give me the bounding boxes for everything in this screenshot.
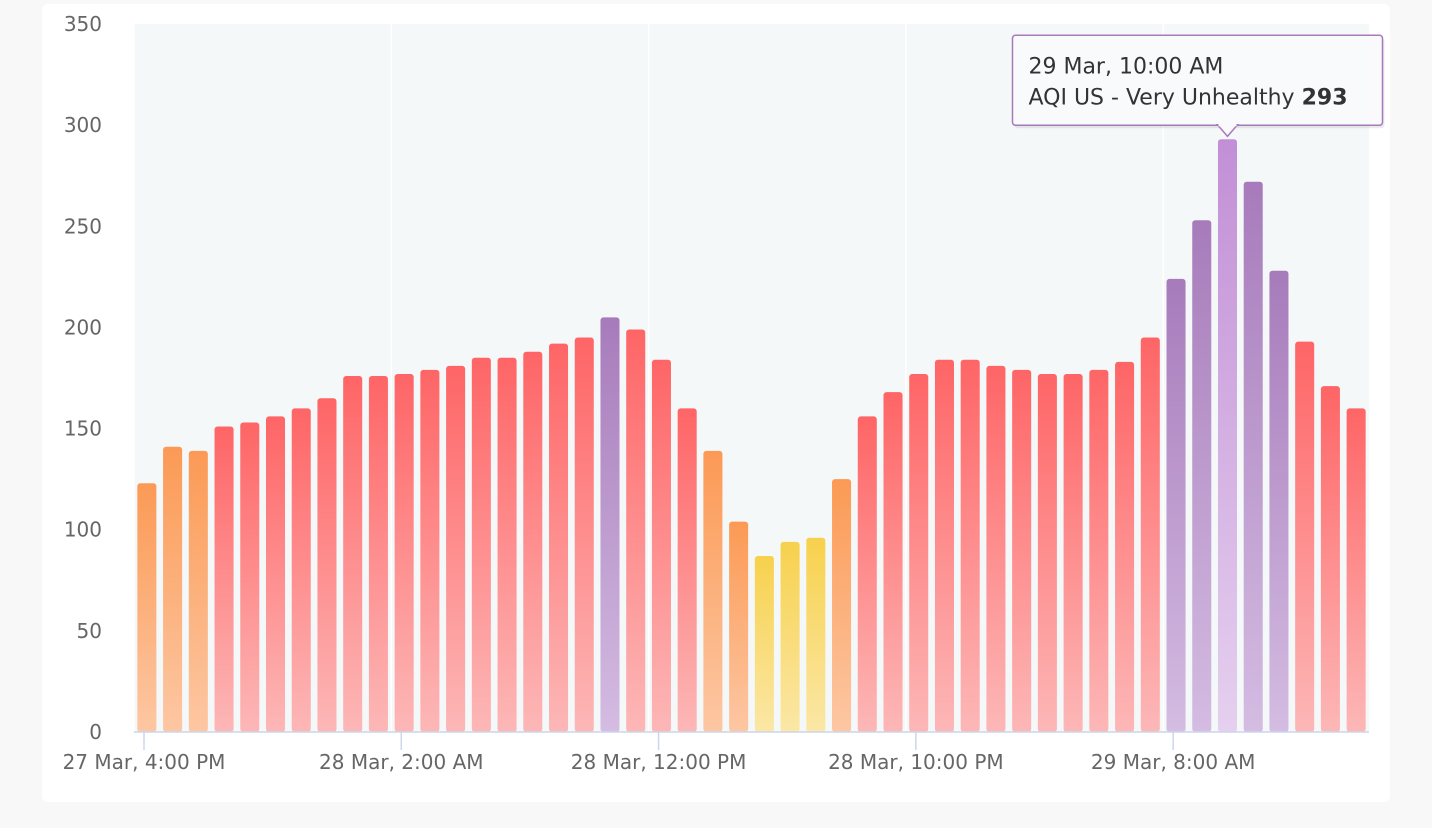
bar[interactable] [163, 446, 183, 732]
y-axis-ticks: 0 50 100 150 200 250 300 350 [64, 12, 102, 744]
bar[interactable] [291, 408, 311, 732]
bar[interactable] [651, 359, 671, 732]
bar[interactable] [1089, 369, 1109, 732]
y-tick-label: 150 [64, 417, 102, 441]
bar[interactable] [394, 373, 414, 732]
bar[interactable] [214, 426, 234, 732]
bar[interactable] [1037, 373, 1057, 732]
bar[interactable] [677, 408, 697, 732]
bar[interactable] [626, 329, 646, 732]
tooltip-arrow-join [1218, 123, 1237, 127]
bar[interactable] [729, 521, 749, 732]
bar[interactable] [986, 365, 1006, 732]
x-tick-label: 29 Mar, 8:00 AM [1091, 750, 1255, 774]
x-tick-label: 28 Mar, 12:00 PM [571, 750, 747, 774]
x-axis-ticks: 27 Mar, 4:00 PM 28 Mar, 2:00 AM 28 Mar, 12… [63, 732, 1255, 774]
bar[interactable] [471, 357, 491, 732]
bar[interactable] [1012, 369, 1032, 732]
bar[interactable] [317, 398, 337, 732]
bar[interactable] [857, 416, 877, 732]
bar[interactable] [806, 537, 826, 732]
y-tick-label: 50 [77, 619, 102, 643]
tooltip-value: 293 [1302, 85, 1348, 110]
x-tick-label: 28 Mar, 10:00 PM [828, 750, 1004, 774]
bar[interactable] [703, 450, 723, 732]
bar[interactable] [1243, 181, 1263, 733]
bar[interactable] [832, 479, 852, 732]
bar[interactable] [960, 359, 980, 732]
bar[interactable] [1192, 220, 1212, 732]
y-tick-label: 250 [64, 214, 102, 238]
bar[interactable] [1217, 139, 1238, 732]
bar[interactable] [368, 375, 388, 732]
bar[interactable] [780, 541, 800, 732]
bar[interactable] [754, 556, 774, 732]
bar[interactable] [343, 375, 363, 732]
bar[interactable] [240, 422, 260, 732]
chart-card: 0 50 100 150 200 250 300 350 27 Mar, 4:00 PM 28 … [42, 4, 1390, 802]
bar[interactable] [420, 369, 440, 732]
tooltip-gap [1295, 85, 1302, 110]
bar[interactable] [1115, 361, 1135, 732]
bar[interactable] [497, 357, 517, 732]
y-tick-label: 300 [64, 113, 102, 137]
y-tick-label: 100 [64, 518, 102, 542]
bar[interactable] [1166, 278, 1186, 732]
tooltip-date: 29 Mar, 10:00 AM [1028, 54, 1223, 79]
x-tick-label: 28 Mar, 2:00 AM [319, 750, 483, 774]
bar[interactable] [574, 337, 594, 732]
tooltip-series-line: AQI US - Very Unhealthy 293 [1028, 85, 1347, 110]
bar[interactable] [1295, 341, 1315, 732]
bar[interactable] [446, 365, 466, 732]
bars [137, 139, 1366, 733]
aqi-bar-chart: 0 50 100 150 200 250 300 350 27 Mar, 4:00 PM 28 … [63, 12, 1385, 774]
bar[interactable] [934, 359, 954, 732]
bar[interactable] [883, 392, 903, 732]
bar[interactable] [1140, 337, 1160, 732]
bar[interactable] [188, 450, 208, 732]
y-tick-label: 200 [64, 315, 102, 339]
tooltip-series-label: AQI US - Very Unhealthy [1028, 85, 1294, 110]
bar[interactable] [1346, 408, 1366, 732]
bar[interactable] [1269, 270, 1289, 732]
bar[interactable] [523, 351, 543, 732]
bar[interactable] [265, 416, 286, 732]
bar[interactable] [549, 343, 569, 732]
tooltip-box [1011, 34, 1384, 127]
bar[interactable] [137, 483, 157, 732]
tooltip: 29 Mar, 10:00 AM AQI US - Very Unhealthy… [1011, 34, 1385, 138]
bar[interactable] [1320, 386, 1340, 732]
y-tick-label: 0 [89, 720, 102, 744]
y-tick-label: 350 [64, 12, 102, 36]
x-tick-label: 27 Mar, 4:00 PM [63, 750, 226, 774]
bar[interactable] [909, 373, 929, 732]
bar[interactable] [600, 317, 620, 732]
bar[interactable] [1063, 373, 1083, 732]
grid-lines [133, 24, 1164, 732]
